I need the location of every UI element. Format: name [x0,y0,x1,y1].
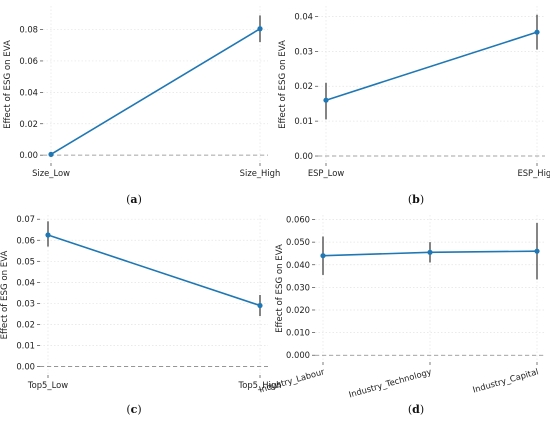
y-tick-label: 0.020 [286,305,310,315]
x-tick-label: Top5_High [238,380,282,390]
panel-c: 0.00 0.01 0.02 0.03 0.04 0.05 0.06 0.07 Top5_Low… [0,214,281,416]
x-tick-label: Size_High [240,168,281,178]
panel-d: 0.000 0.010 0.020 0.030 0.040 0.050 0.060 Indus… [258,215,545,416]
panel-caption: (d) [408,403,424,416]
y-tick-label: 0.050 [286,237,310,247]
data-point [427,249,433,255]
y-tick-label: 0.00 [19,150,38,160]
data-point [48,151,54,157]
y-tick-label: 0.06 [16,235,35,245]
y-tick-label: 0.04 [16,277,35,287]
series-line [50,28,261,156]
series-line [325,31,538,101]
data-point [257,26,263,32]
y-tick-label: 0.00 [294,151,313,161]
x-tick-label: Industry_Technology [348,366,433,399]
y-axis-label: Effect of ESG on EVA [278,40,288,129]
panel-b: 0.00 0.01 0.02 0.03 0.04 ESP_Low ESP_High Effec… [278,6,550,206]
y-tick-label: 0.05 [16,256,35,266]
y-axis-label: Effect of ESG on EVA [275,244,285,333]
x-tick-label: Industry_Capital [471,366,539,394]
y-tick-label: 0.04 [294,11,313,21]
y-tick-label: 0.01 [294,116,313,126]
y-tick-label: 0.03 [294,46,313,56]
y-tick-label: 0.00 [16,362,35,372]
y-axis-label: Effect of ESG on EVA [0,250,10,339]
data-point [320,253,326,259]
y-tick-label: 0.03 [16,298,35,308]
y-tick-label: 0.02 [16,319,35,329]
data-point [534,29,540,35]
y-tick-label: 0.08 [19,25,38,35]
y-tick-label: 0.01 [16,341,35,351]
x-tick-label: ESP_Low [308,168,344,178]
panel-a: 0.00 0.02 0.04 0.06 0.08 Size_Low Size_High Eff… [3,6,280,206]
panel-caption: (a) [126,193,142,206]
y-tick-label: 0.030 [286,282,310,292]
y-tick-label: 0.02 [294,81,313,91]
y-tick-label: 0.02 [19,119,38,129]
data-point [534,248,540,254]
data-point [323,97,329,103]
series-line [47,234,261,307]
panel-caption: (b) [408,193,424,206]
y-tick-label: 0.060 [286,215,310,225]
x-tick-label: Size_Low [32,168,70,178]
y-tick-label: 0.06 [19,56,38,66]
panel-caption: (c) [126,403,141,416]
x-tick-label: Top5_Low [27,380,68,390]
x-tick-label: ESP_High [517,168,550,178]
y-tick-label: 0.000 [286,350,310,360]
y-tick-label: 0.04 [19,87,38,97]
y-axis-label: Effect of ESG on EVA [3,40,13,129]
y-tick-label: 0.010 [286,328,310,338]
y-tick-label: 0.07 [16,214,35,224]
data-point [45,232,51,238]
data-point [257,302,263,309]
y-tick-label: 0.040 [286,260,310,270]
